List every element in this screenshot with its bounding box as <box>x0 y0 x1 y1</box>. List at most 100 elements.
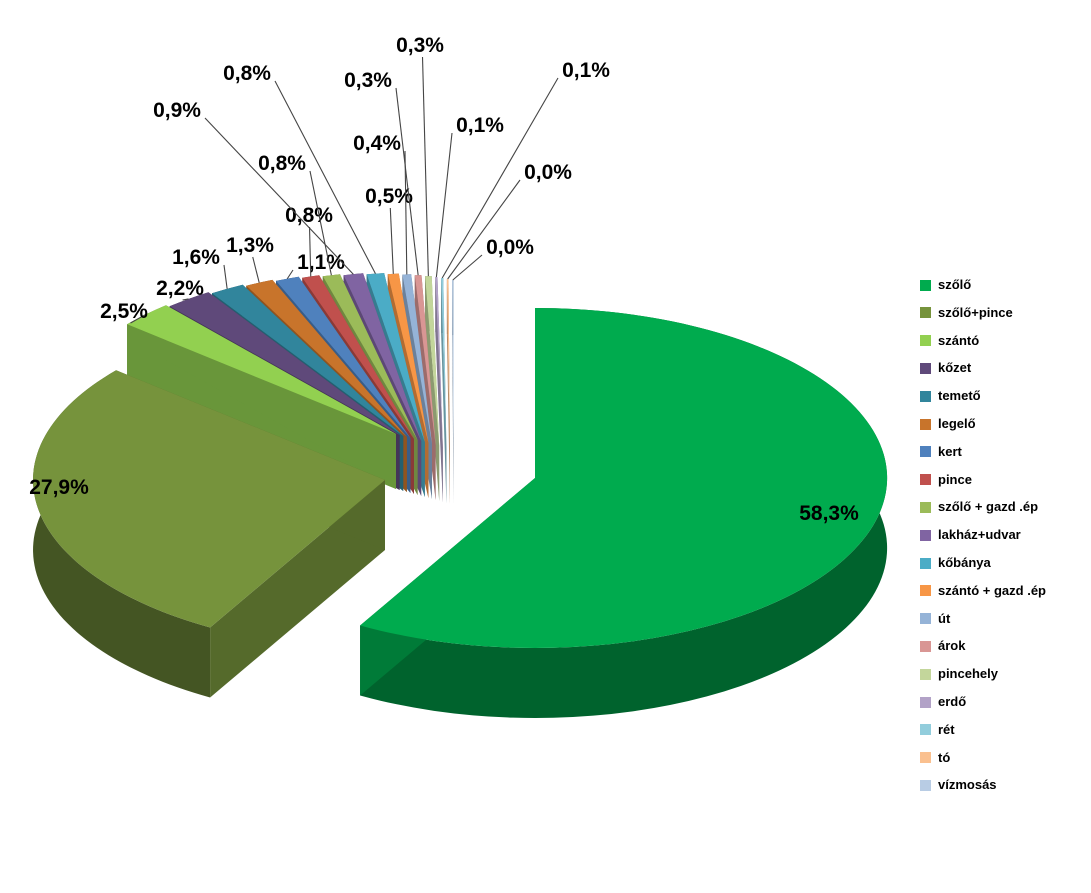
legend-item-kőbánya[interactable]: kőbánya <box>920 556 991 570</box>
slice-top <box>302 275 414 439</box>
slice-wall <box>210 480 385 698</box>
legend-swatch <box>920 446 931 458</box>
pie-slice-rét[interactable] <box>441 277 447 503</box>
legend-item-label: kőbánya <box>938 555 991 570</box>
data-label-pince: 0,8% <box>285 204 333 227</box>
data-label-tó: 0,0% <box>524 161 572 184</box>
legend-swatch <box>920 585 931 597</box>
legend-item-label: legelő <box>938 416 976 431</box>
legend-item-szántó[interactable]: szántó <box>920 333 979 348</box>
leader-line-kőzet <box>182 298 189 301</box>
legend-item-pince[interactable]: pince <box>920 472 972 487</box>
legend-swatch <box>920 779 931 791</box>
data-label-vízmosás: 0,0% <box>486 236 534 259</box>
leader-line-szántó <box>130 313 147 324</box>
slice-top <box>387 273 429 443</box>
legend-item-label: temető <box>938 388 981 404</box>
data-label-legelő: 1,3% <box>226 234 274 257</box>
legend-item-szőlő + gazd .ép[interactable]: szőlő + gazd .ép <box>920 500 1038 514</box>
slice-top <box>446 278 450 449</box>
legend-swatch <box>920 418 931 430</box>
data-label-erdő: 0,1% <box>456 114 504 137</box>
legend-item-label: kőzet <box>938 360 972 376</box>
legend-swatch <box>920 640 931 652</box>
data-label-út: 0,4% <box>353 132 401 155</box>
leader-line-pincehely <box>421 56 429 277</box>
data-label-kőbánya: 0,8% <box>223 62 271 85</box>
legend-item-label: árok <box>938 638 966 654</box>
legend-swatch <box>920 668 931 680</box>
legend-item-lakház+udvar[interactable]: lakház+udvar <box>920 528 1021 542</box>
legend-swatch <box>920 362 931 374</box>
slice-top <box>343 273 422 441</box>
pie-slice-szőlő+pince[interactable] <box>33 370 385 698</box>
data-label-lakház+udvar: 0,9% <box>153 99 201 122</box>
leader-line-temető <box>223 264 228 289</box>
legend-item-erdő[interactable]: erdő <box>920 695 966 709</box>
slice-wall <box>452 280 454 505</box>
legend-swatch <box>920 696 931 708</box>
legend-item-tó[interactable]: tó <box>920 749 951 765</box>
pie-slice-szántó[interactable] <box>127 305 396 489</box>
pie-slice-pincehely[interactable] <box>425 276 440 501</box>
legend-swatch <box>920 474 931 486</box>
pie-slice-szőlő[interactable] <box>360 308 888 718</box>
leader-line-lakház+udvar <box>204 117 354 275</box>
legend-item-szántó + gazd .ép[interactable]: szántó + gazd .ép <box>920 582 1046 598</box>
slice-top <box>212 284 404 436</box>
slice-top <box>441 277 447 448</box>
legend-item-pincehely[interactable]: pincehely <box>920 667 998 681</box>
pie-slice-árok[interactable] <box>414 275 436 500</box>
legend-item-temető[interactable]: temető <box>920 389 981 403</box>
data-label-rét: 0,1% <box>562 59 610 82</box>
slice-top <box>169 292 400 435</box>
legend-item-legelő[interactable]: legelő <box>920 417 976 431</box>
legend-item-label: szőlő + gazd .ép <box>938 499 1039 515</box>
slice-top <box>322 274 418 440</box>
leader-line-erdő <box>435 132 453 278</box>
pie-slice-vízmosás[interactable] <box>452 279 454 505</box>
slice-wall <box>446 279 450 504</box>
slice-top <box>276 276 411 438</box>
legend-swatch <box>920 335 931 347</box>
leader-line-tó <box>447 179 521 280</box>
legend-item-rét[interactable]: rét <box>920 722 955 737</box>
leader-line-pince <box>308 226 312 277</box>
pie-slice-erdő[interactable] <box>435 276 443 502</box>
legend-item-kőzet[interactable]: kőzet <box>920 361 971 375</box>
pie-slice-tó[interactable] <box>446 278 450 504</box>
legend-item-label: szántó + gazd .ép <box>938 582 1046 598</box>
slice-top <box>366 273 425 442</box>
legend-item-label: tó <box>938 749 951 765</box>
slice-top <box>435 276 443 447</box>
legend-swatch <box>920 390 931 402</box>
data-label-kőzet: 2,2% <box>156 277 204 300</box>
slice-wall <box>441 278 447 503</box>
slice-top <box>360 308 888 648</box>
legend-item-vízmosás[interactable]: vízmosás <box>920 778 997 792</box>
slice-top <box>127 305 396 434</box>
legend-item-label: vízmosás <box>938 777 997 793</box>
data-label-kert: 1,1% <box>297 251 345 274</box>
legend-swatch <box>920 752 931 764</box>
legend-item-label: szőlő+pince <box>938 304 1013 320</box>
leader-line-rét <box>441 77 559 279</box>
data-label-szőlő: 58,3% <box>799 502 859 525</box>
leader-line-szántó + gazd .ép <box>389 207 394 274</box>
data-label-szőlő + gazd .ép: 0,8% <box>258 152 306 175</box>
leader-line-legelő <box>252 256 260 283</box>
legend-item-szőlő+pince[interactable]: szőlő+pince <box>920 304 1013 320</box>
legend-item-árok[interactable]: árok <box>920 639 965 653</box>
legend-swatch <box>920 724 931 736</box>
legend-swatch <box>920 529 931 541</box>
slice-top <box>33 370 385 628</box>
data-label-temető: 1,6% <box>172 246 220 269</box>
leader-line-kőbánya <box>274 80 376 274</box>
leader-line-árok <box>395 87 419 276</box>
legend-item-kert[interactable]: kert <box>920 444 962 459</box>
legend-item-út[interactable]: út <box>920 611 950 626</box>
leader-line-vízmosás <box>452 254 483 281</box>
legend-item-szőlő[interactable]: szőlő <box>920 278 971 292</box>
